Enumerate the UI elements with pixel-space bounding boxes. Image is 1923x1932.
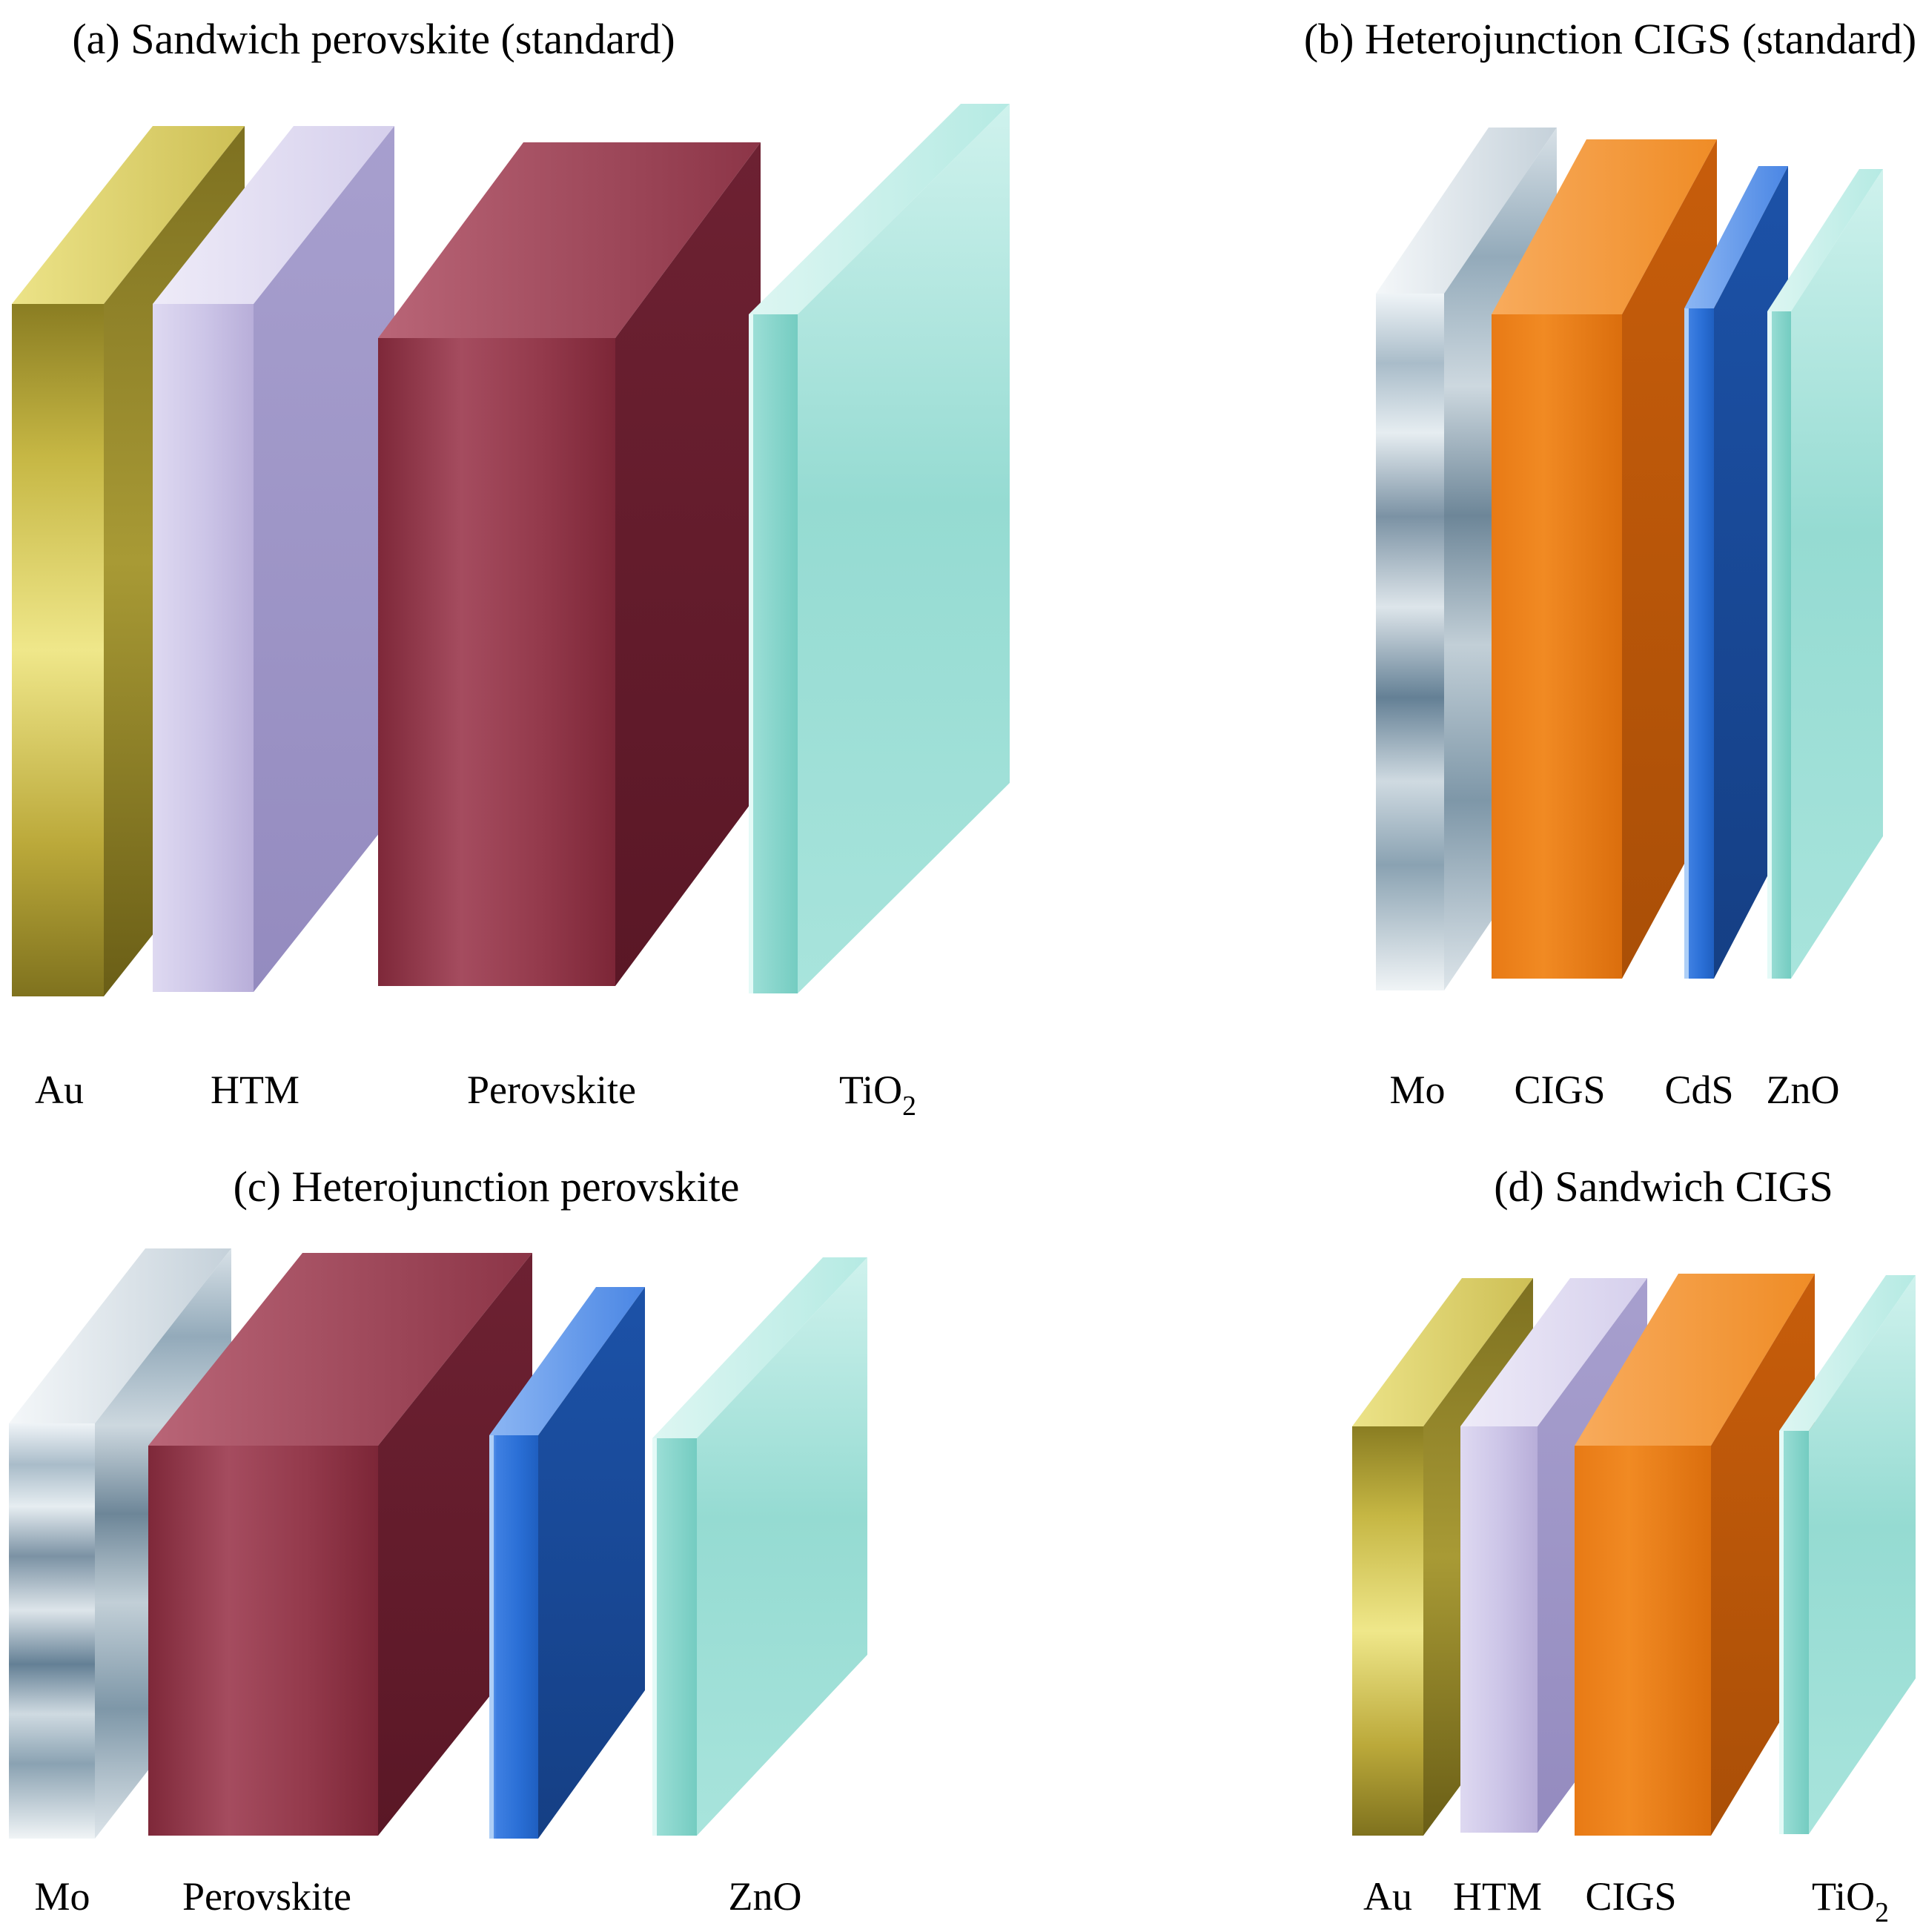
slab-tio2-front-face	[1779, 1431, 1809, 1834]
slab-tio2-top-face	[1779, 1275, 1916, 1431]
slab-htm	[153, 126, 394, 992]
layer-label-a-2: Perovskite	[467, 1068, 636, 1112]
slab-zno-front-face	[652, 1438, 697, 1836]
slab-cds-top-face	[1684, 166, 1788, 308]
slab-htm-side-face	[254, 126, 394, 992]
slab-perovskite-front-face	[378, 338, 615, 986]
slab-zno-top-face	[1767, 169, 1883, 311]
slab-zno-top-face	[652, 1257, 867, 1438]
slab-buffer-top-face	[489, 1287, 645, 1435]
slab-tio2-top-face	[749, 104, 1010, 314]
layer-label-c-2: ZnO	[729, 1874, 802, 1919]
slab-cigs-front-face	[1575, 1446, 1711, 1836]
slab-perovskite-top-face	[148, 1253, 532, 1446]
slab-htm-top-face	[1460, 1278, 1647, 1426]
slab-tio2-side-face	[798, 104, 1010, 993]
layer-label-c-0: Mo	[34, 1874, 90, 1919]
slab-au-front-face	[12, 304, 104, 996]
slab-tio2-edge-highlight	[749, 314, 753, 993]
slab-au-top-face	[1352, 1278, 1533, 1426]
slab-mo-top-face	[1376, 128, 1557, 294]
slab-htm-top-face	[153, 126, 394, 304]
slab-tio2-side-face	[1809, 1275, 1916, 1834]
layer-label-d-0: Au	[1363, 1874, 1412, 1919]
slab-au-front-face	[1352, 1426, 1423, 1836]
layer-label-b-0: Mo	[1389, 1068, 1445, 1112]
slab-htm-front-face	[153, 304, 254, 992]
layer-label-d-3: TiO2	[1812, 1874, 1889, 1928]
layer-label-b-2: CdS	[1664, 1068, 1733, 1112]
slab-tio2	[1779, 1275, 1916, 1834]
panel-d: (d) Sandwich CIGS Au HTM CIGS TiO2	[1352, 1162, 1916, 1928]
slab-tio2-front-face	[749, 314, 798, 993]
panels-root: (a) Sandwich perovskite (standard) Au HTM P…	[9, 15, 1916, 1928]
slab-mo-front-face	[1376, 294, 1444, 990]
slab-zno-side-face	[1791, 169, 1883, 979]
slab-zno	[1767, 169, 1883, 979]
slab-perovskite-front-face	[148, 1446, 378, 1836]
layer-label-c-1: Perovskite	[182, 1874, 351, 1919]
slab-cds-front-face	[1684, 308, 1714, 979]
panel-b-title: (b) Heterojunction CIGS (standard)	[1304, 15, 1916, 63]
slab-au-top-face	[12, 126, 245, 304]
panel-a-title: (a) Sandwich perovskite (standard)	[72, 15, 675, 63]
slab-perovskite-top-face	[378, 142, 761, 338]
slab-tio2	[749, 104, 1010, 993]
layer-label-a-3: TiO2	[839, 1068, 916, 1122]
slab-buffer-front-face	[489, 1435, 538, 1839]
panel-d-title: (d) Sandwich CIGS	[1494, 1162, 1833, 1211]
panel-b: (b) Heterojunction CIGS (standard) Mo CIGS…	[1304, 15, 1916, 1112]
layer-label-b-3: ZnO	[1767, 1068, 1840, 1112]
slab-htm-front-face	[1460, 1426, 1538, 1833]
slab-zno-edge-highlight	[652, 1438, 657, 1836]
slab-buffer	[489, 1287, 645, 1839]
slab-cigs-top-face	[1575, 1274, 1815, 1446]
slab-zno-side-face	[697, 1257, 867, 1836]
slab-cds-edge-highlight	[1684, 308, 1689, 979]
slab-tio2-edge-highlight	[1779, 1431, 1784, 1834]
layer-label-d-2: CIGS	[1585, 1874, 1676, 1919]
slab-zno	[652, 1257, 867, 1836]
slab-buffer-side-face	[538, 1287, 645, 1839]
layer-label-d-1: HTM	[1453, 1874, 1542, 1919]
slab-mo-front-face	[9, 1423, 95, 1839]
slab-cigs	[1492, 139, 1717, 979]
panel-c-title: (c) Heterojunction perovskite	[234, 1162, 740, 1211]
slab-zno-edge-highlight	[1767, 311, 1772, 979]
layer-label-b-1: CIGS	[1514, 1068, 1605, 1112]
slab-mo-top-face	[9, 1248, 231, 1423]
slab-buffer-edge-highlight	[489, 1435, 494, 1839]
slab-cigs-top-face	[1492, 139, 1717, 314]
panel-c: (c) Heterojunction perovskite Mo Perovskit…	[9, 1162, 867, 1919]
slab-perovskite-side-face	[615, 142, 761, 986]
slab-perovskite	[378, 142, 761, 986]
layer-label-a-1: HTM	[211, 1068, 299, 1112]
slab-cigs-front-face	[1492, 314, 1622, 979]
panel-a: (a) Sandwich perovskite (standard) Au HTM P…	[12, 15, 1010, 1122]
layer-label-a-0: Au	[35, 1068, 84, 1112]
